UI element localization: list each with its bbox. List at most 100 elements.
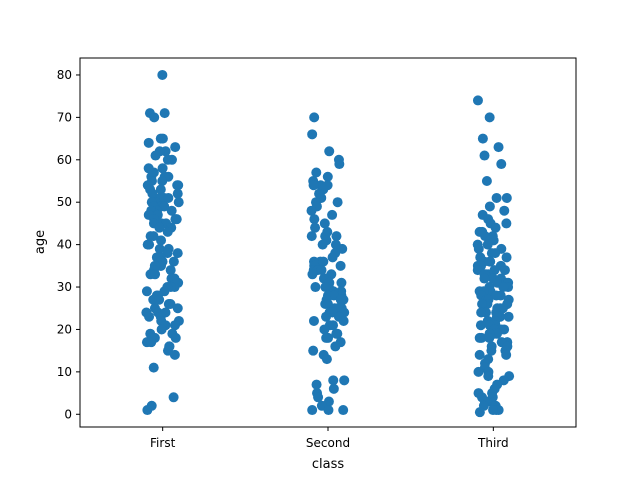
data-point [476, 307, 487, 318]
data-point [319, 218, 330, 229]
data-point [501, 349, 512, 360]
y-tick-label: 30 [57, 280, 72, 294]
data-point [142, 239, 153, 250]
y-tick-label: 0 [64, 407, 72, 421]
data-point [170, 214, 181, 225]
data-point [149, 112, 160, 123]
data-point [484, 256, 495, 267]
x-axis-title: class [312, 457, 344, 472]
data-point [156, 235, 167, 246]
data-point [475, 320, 486, 331]
data-point [501, 192, 512, 203]
data-point [488, 405, 499, 416]
data-point [321, 311, 332, 322]
data-point [307, 129, 318, 140]
data-point [316, 265, 327, 276]
data-point [499, 205, 510, 216]
data-point [476, 332, 487, 343]
data-point [157, 163, 168, 174]
x-tick-label: Second [306, 436, 350, 450]
data-point [156, 324, 167, 335]
data-point [306, 231, 317, 242]
data-point [322, 171, 333, 182]
data-point [486, 345, 497, 356]
data-point [327, 209, 338, 220]
data-point [317, 239, 328, 250]
data-point [323, 405, 334, 416]
data-point [318, 256, 329, 267]
x-axis: First Second Third [150, 427, 509, 450]
data-point [330, 341, 341, 352]
data-point [327, 252, 338, 263]
data-point [157, 69, 168, 80]
data-point [169, 349, 180, 360]
data-point [336, 277, 347, 288]
data-point [154, 222, 165, 233]
data-point [307, 269, 318, 280]
data-point [141, 286, 152, 297]
data-point [498, 282, 509, 293]
data-point [147, 188, 158, 199]
data-point [165, 265, 176, 276]
data-point [148, 362, 159, 373]
data-point [173, 197, 184, 208]
data-point [311, 167, 322, 178]
data-point [338, 315, 349, 326]
data-point [331, 231, 342, 242]
y-axis: 0 10 20 30 40 50 60 70 80 [57, 68, 80, 421]
data-point [474, 349, 485, 360]
data-point [321, 332, 332, 343]
data-point [334, 159, 345, 170]
y-tick-label: 40 [57, 238, 72, 252]
data-point [308, 180, 319, 191]
data-point [308, 345, 319, 356]
data-point [313, 392, 324, 403]
data-point [484, 201, 495, 212]
y-tick-label: 10 [57, 365, 72, 379]
data-point [321, 354, 332, 365]
data-point [144, 311, 155, 322]
data-point [154, 294, 165, 305]
points-layer [141, 69, 515, 418]
data-point [473, 243, 484, 254]
data-point [320, 282, 331, 293]
data-point [306, 205, 317, 216]
data-point [157, 133, 168, 144]
data-point [503, 311, 514, 322]
data-point [146, 337, 157, 348]
data-point [501, 218, 512, 229]
data-point [479, 273, 490, 284]
y-tick-label: 20 [57, 322, 72, 336]
data-point [328, 383, 339, 394]
data-point [472, 95, 483, 106]
data-point [308, 315, 319, 326]
data-point [169, 320, 180, 331]
data-point [173, 180, 184, 191]
y-tick-label: 80 [57, 68, 72, 82]
data-point [491, 328, 502, 339]
data-point [168, 256, 179, 267]
x-tick-label: First [150, 436, 176, 450]
data-point [309, 112, 320, 123]
data-point [154, 243, 165, 254]
data-point [484, 112, 495, 123]
data-point [150, 150, 161, 161]
data-point [168, 392, 179, 403]
data-point [328, 320, 339, 331]
data-point [493, 142, 504, 153]
data-point [482, 239, 493, 250]
y-axis-title: age [33, 230, 48, 254]
data-point [338, 405, 349, 416]
data-point [477, 299, 488, 309]
data-point [170, 332, 181, 343]
data-point [155, 184, 166, 195]
data-point [474, 407, 485, 418]
data-point [309, 214, 320, 225]
data-point [491, 192, 502, 203]
data-point [311, 379, 322, 390]
data-point [319, 324, 330, 335]
data-point [148, 231, 159, 242]
data-point [172, 303, 183, 314]
data-point [501, 252, 512, 263]
